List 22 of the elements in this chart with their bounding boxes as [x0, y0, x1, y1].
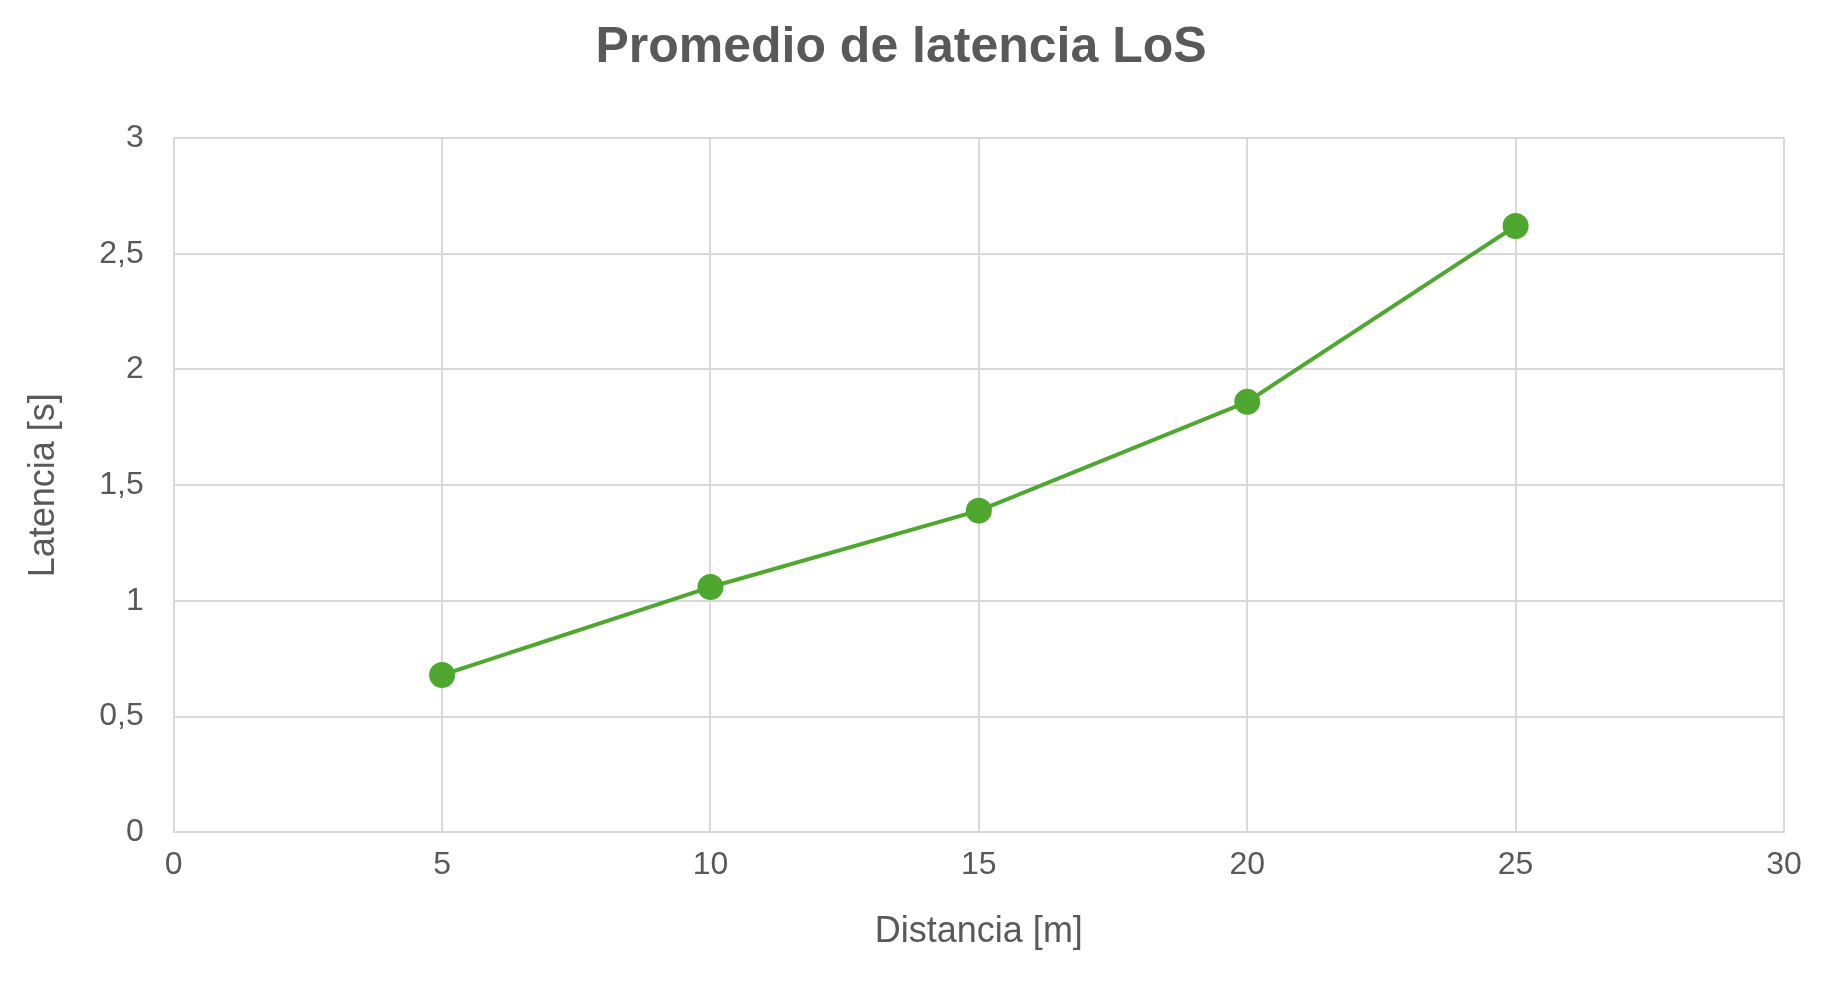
point [965, 497, 992, 524]
x-tick-label: 15 [961, 845, 997, 882]
x-tick-label: 0 [164, 845, 183, 882]
x-tick-label: 20 [1229, 845, 1266, 882]
x-axis-title: Distancia [m] [874, 909, 1083, 951]
x-tick-label: 5 [433, 845, 451, 882]
y-axis-title: Latencia [s] [20, 393, 62, 578]
point [429, 662, 456, 688]
y-tick-label: 2,5 [99, 233, 144, 270]
point [1502, 212, 1529, 239]
y-tick-label: 2 [125, 349, 144, 386]
chart-title: Promedio de latencia LoS [595, 16, 1207, 73]
y-tick-label: 1,5 [99, 465, 144, 502]
y-tick-label: 0,5 [99, 696, 144, 733]
x-tick-label: 10 [692, 845, 729, 882]
point [1234, 388, 1261, 415]
y-tick-label: 1 [125, 580, 144, 617]
x-tick-label: 25 [1497, 845, 1534, 882]
x-tick-label: 30 [1766, 845, 1802, 882]
y-tick-label: 0 [125, 812, 144, 849]
point [697, 574, 724, 601]
y-tick-label: 3 [125, 117, 144, 154]
